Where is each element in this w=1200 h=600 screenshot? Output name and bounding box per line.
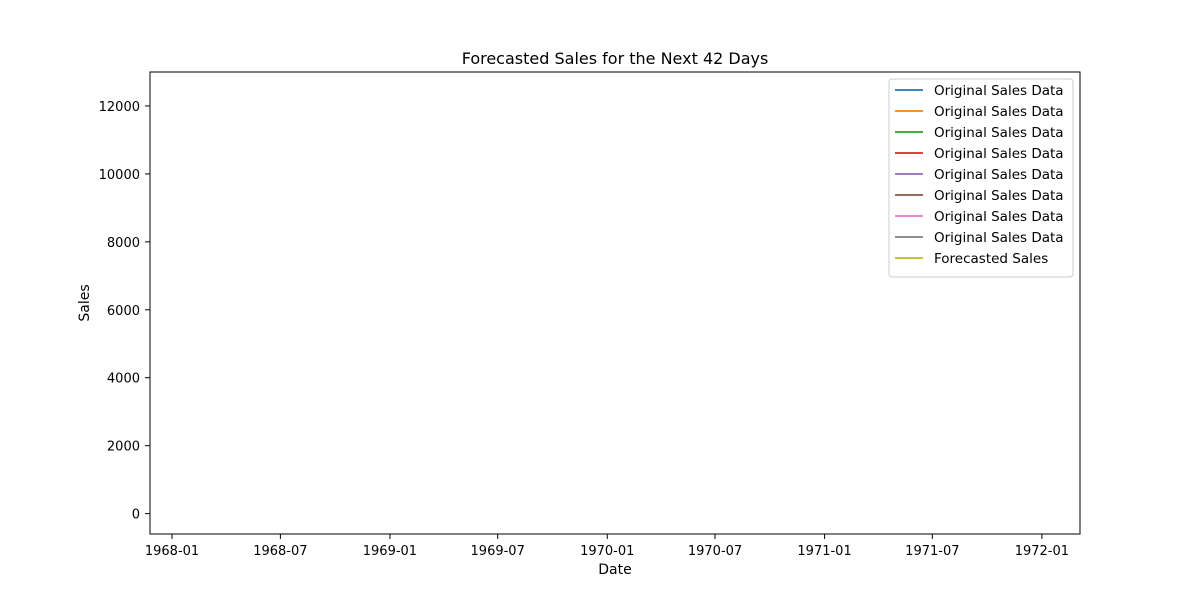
y-tick-label: 8000 (107, 236, 140, 251)
x-axis-label: Date (598, 562, 631, 578)
x-tick-label: 1971-01 (797, 544, 851, 559)
y-axis-label: Sales (77, 284, 93, 321)
legend-label: Original Sales Data (934, 125, 1064, 141)
x-tick-label: 1971-07 (905, 544, 959, 559)
x-tick-label: 1969-07 (471, 544, 525, 559)
legend-label: Original Sales Data (934, 83, 1064, 99)
x-tick-label: 1972-01 (1015, 544, 1069, 559)
y-tick-label: 4000 (107, 372, 140, 387)
y-axis: 0 2000 4000 6000 8000 10000 12000 (99, 100, 150, 523)
legend-label: Original Sales Data (934, 188, 1064, 204)
chart-title: Forecasted Sales for the Next 42 Days (462, 49, 769, 68)
y-tick-label: 12000 (99, 100, 140, 115)
plot-area (149, 71, 1081, 535)
x-axis: 1968-01 1968-07 1969-01 1969-07 1970-01 1970-… (145, 534, 1069, 559)
plot-frame (149, 71, 1081, 535)
x-tick-label: 1970-01 (580, 544, 634, 559)
legend-label: Original Sales Data (934, 167, 1064, 183)
x-tick-label: 1968-07 (253, 544, 307, 559)
legend-items: Original Sales Data Original Sales Data Or… (895, 83, 1064, 267)
y-tick-label: 10000 (99, 168, 140, 183)
y-tick-label: 0 (132, 508, 140, 523)
legend-label: Original Sales Data (934, 104, 1064, 120)
legend-label: Original Sales Data (934, 230, 1064, 246)
x-tick-label: 1970-07 (688, 544, 742, 559)
legend-label: Original Sales Data (934, 209, 1064, 225)
x-tick-label: 1969-01 (363, 544, 417, 559)
y-tick-label: 2000 (107, 440, 140, 455)
legend-frame (888, 78, 1074, 278)
legend: Original Sales Data Original Sales Data Or… (888, 78, 1074, 278)
y-tick-label: 6000 (107, 304, 140, 319)
legend-label: Original Sales Data (934, 146, 1064, 162)
x-tick-label: 1968-01 (145, 544, 199, 559)
legend-label: Forecasted Sales (934, 251, 1048, 267)
